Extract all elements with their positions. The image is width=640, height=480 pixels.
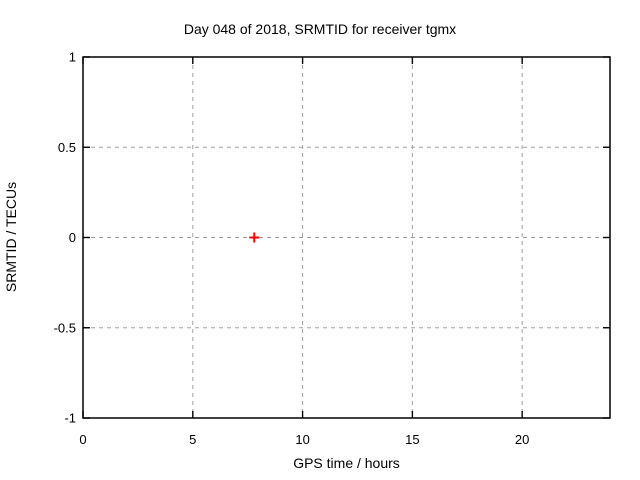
x-tick-label: 15	[405, 432, 419, 447]
data-point-plus-marker	[249, 232, 260, 243]
y-tick-label: 0.5	[58, 140, 76, 155]
chart-title: Day 048 of 2018, SRMTID for receiver tgm…	[183, 21, 457, 37]
x-tick-label: 10	[295, 432, 309, 447]
y-tick-label: -1	[64, 411, 76, 426]
x-tick-label: 20	[515, 432, 529, 447]
y-tick-label: -0.5	[54, 320, 76, 335]
plot-border	[82, 56, 611, 419]
y-tick-label: 0	[69, 230, 76, 245]
x-tick-label: 5	[189, 432, 196, 447]
x-tick-label: 0	[79, 432, 86, 447]
x-axis-label: GPS time / hours	[293, 455, 400, 471]
y-tick-label: 1	[69, 50, 76, 65]
